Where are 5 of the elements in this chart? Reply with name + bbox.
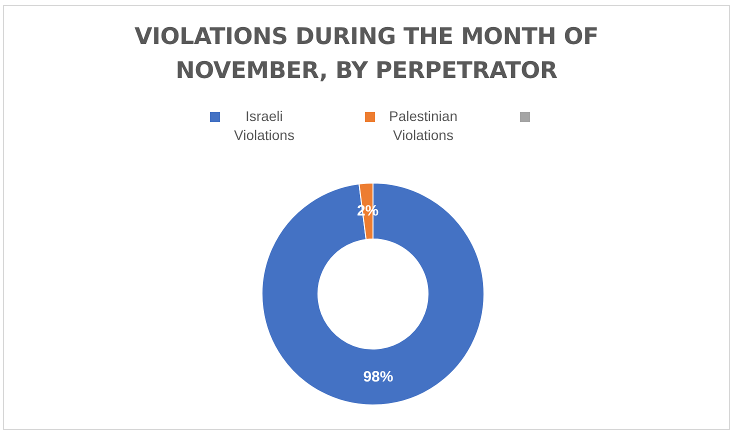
donut-slice — [262, 182, 484, 406]
legend-label: Palestinian Violations — [389, 107, 458, 145]
data-label: 98% — [363, 368, 394, 386]
legend-label: Israeli Violations — [234, 107, 294, 145]
chart-title: VIOLATIONS DURING THE MONTH OF NOVEMBER, BY PERPETRATOR — [134, 23, 600, 86]
